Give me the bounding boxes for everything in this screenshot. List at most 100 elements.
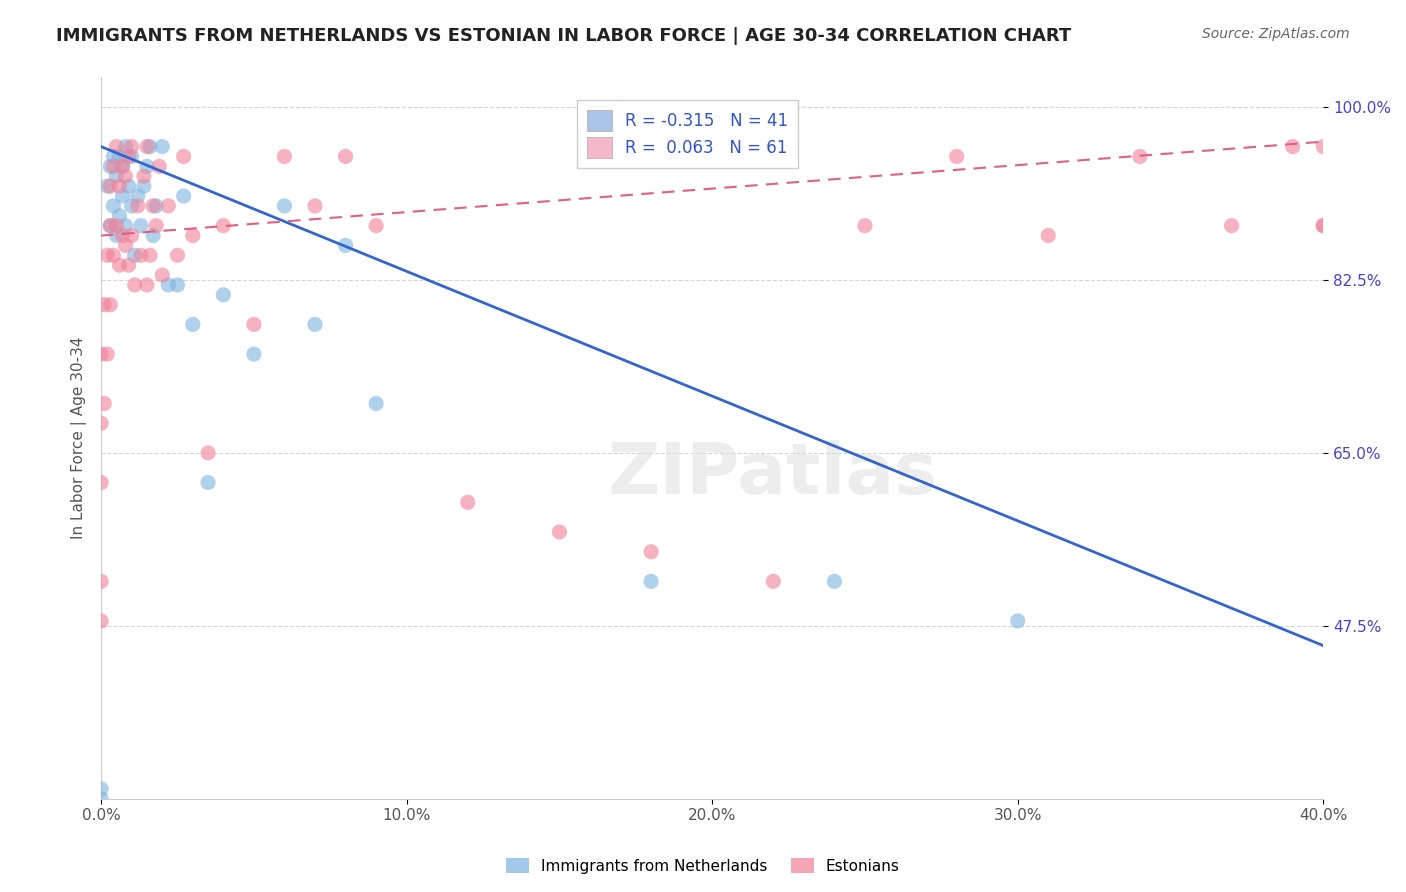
Point [457, 495, 479, 509]
Point [124, 248, 146, 262]
Point [762, 574, 785, 589]
Point [142, 228, 165, 243]
Point [139, 248, 162, 262]
Point [114, 169, 136, 184]
Point [273, 149, 295, 163]
Point [853, 219, 876, 233]
Point [105, 169, 128, 184]
Point [114, 238, 136, 252]
Point [129, 248, 152, 262]
Point [98, 179, 121, 194]
Point [173, 189, 195, 203]
Point [132, 179, 155, 194]
Point [335, 238, 357, 252]
Point [150, 268, 173, 282]
Point [243, 347, 266, 361]
Point [212, 219, 235, 233]
Point [90, 791, 112, 805]
Point [114, 219, 136, 233]
Point [117, 179, 139, 194]
Point [197, 446, 219, 460]
Point [139, 139, 162, 153]
Legend: Immigrants from Netherlands, Estonians: Immigrants from Netherlands, Estonians [501, 852, 905, 880]
Point [157, 199, 180, 213]
Point [1129, 149, 1152, 163]
Point [1312, 219, 1334, 233]
Point [136, 139, 159, 153]
Point [98, 298, 121, 312]
Point [1281, 139, 1303, 153]
Point [181, 318, 204, 332]
Point [117, 149, 139, 163]
Point [640, 574, 662, 589]
Legend: R = -0.315   N = 41, R =  0.063   N = 61: R = -0.315 N = 41, R = 0.063 N = 61 [576, 100, 799, 168]
Point [121, 228, 143, 243]
Point [136, 277, 159, 292]
Point [945, 149, 967, 163]
Point [197, 475, 219, 490]
Point [103, 199, 125, 213]
Point [90, 417, 112, 431]
Point [150, 139, 173, 153]
Point [103, 248, 125, 262]
Point [212, 288, 235, 302]
Point [98, 219, 121, 233]
Point [124, 277, 146, 292]
Point [181, 228, 204, 243]
Point [366, 219, 388, 233]
Point [96, 179, 118, 194]
Point [111, 160, 134, 174]
Point [96, 248, 118, 262]
Point [1007, 614, 1029, 628]
Point [93, 396, 115, 410]
Point [1312, 139, 1334, 153]
Point [108, 258, 131, 272]
Point [243, 318, 266, 332]
Point [105, 139, 128, 153]
Point [108, 179, 131, 194]
Point [129, 219, 152, 233]
Point [117, 258, 139, 272]
Point [166, 277, 188, 292]
Point [114, 139, 136, 153]
Point [90, 347, 112, 361]
Point [93, 298, 115, 312]
Point [105, 228, 128, 243]
Point [173, 149, 195, 163]
Point [90, 614, 112, 628]
Point [103, 160, 125, 174]
Point [148, 160, 170, 174]
Point [121, 139, 143, 153]
Point [108, 149, 131, 163]
Point [136, 160, 159, 174]
Point [132, 169, 155, 184]
Point [335, 149, 357, 163]
Point [90, 475, 112, 490]
Point [304, 318, 326, 332]
Point [105, 219, 128, 233]
Point [98, 219, 121, 233]
Point [823, 574, 845, 589]
Point [157, 277, 180, 292]
Point [304, 199, 326, 213]
Point [108, 209, 131, 223]
Point [273, 199, 295, 213]
Point [111, 228, 134, 243]
Point [145, 199, 167, 213]
Point [1038, 228, 1060, 243]
Point [166, 248, 188, 262]
Y-axis label: In Labor Force | Age 30-34: In Labor Force | Age 30-34 [72, 337, 87, 540]
Point [90, 574, 112, 589]
Point [90, 781, 112, 796]
Point [640, 545, 662, 559]
Point [103, 149, 125, 163]
Text: IMMIGRANTS FROM NETHERLANDS VS ESTONIAN IN LABOR FORCE | AGE 30-34 CORRELATION C: IMMIGRANTS FROM NETHERLANDS VS ESTONIAN … [56, 27, 1071, 45]
Point [96, 347, 118, 361]
Point [111, 189, 134, 203]
Point [1220, 219, 1243, 233]
Point [121, 149, 143, 163]
Point [366, 396, 388, 410]
Point [127, 189, 149, 203]
Text: Source: ZipAtlas.com: Source: ZipAtlas.com [1202, 27, 1350, 41]
Point [548, 524, 571, 539]
